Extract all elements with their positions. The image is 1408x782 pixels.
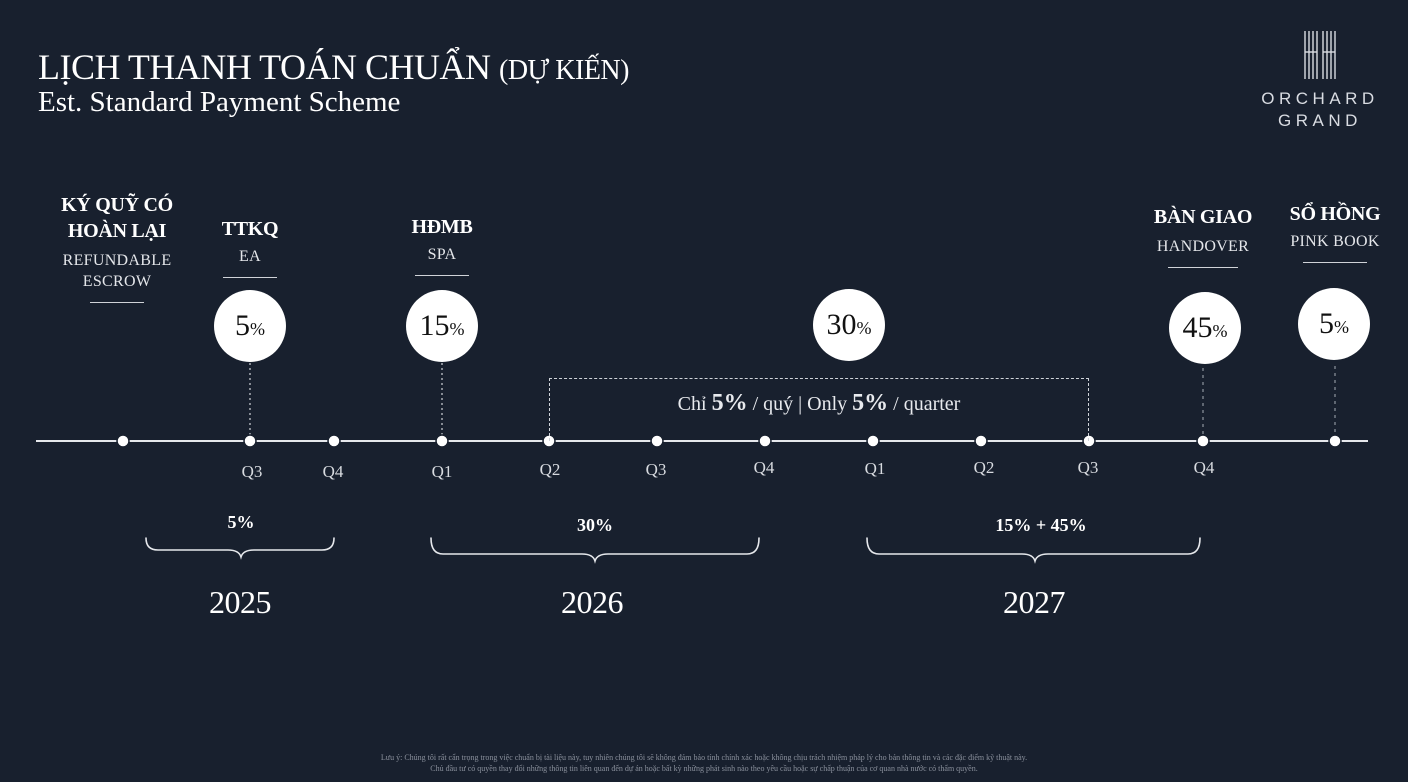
tick-label: Q3 — [645, 460, 667, 479]
escrow-sub-2: ESCROW — [82, 273, 152, 290]
year-2027-amount: 15% + 45% — [995, 515, 1087, 535]
quarter-note: Chỉ 5% / quý | Only 5% / quarter — [549, 390, 1089, 417]
escrow-title-1: KÝ QUỸ CÓ — [61, 194, 173, 216]
pinkbook-percent-circle: 5% — [1298, 288, 1370, 360]
pinkbook-unit: % — [1334, 316, 1349, 337]
handover-sub: HANDOVER — [1156, 238, 1250, 255]
timeline-point-2026-q3 — [650, 434, 664, 448]
milestone-spa: HĐMB SPA — [357, 214, 527, 276]
tick-label: Q2 — [539, 460, 561, 479]
spa-percent-circle: 15% — [406, 290, 478, 362]
tick-label: Q4 — [753, 458, 775, 477]
quarter-note-pct-2: 5% — [852, 390, 889, 416]
spa-title: HĐMB — [411, 216, 473, 238]
quarter-note-pct-1: 5% — [711, 390, 748, 416]
escrow-sub-1: REFUNDABLE — [62, 252, 172, 269]
tick-label: Q3 — [241, 462, 263, 481]
spa-rule — [415, 275, 469, 276]
footnote-line-1: Lưu ý: Chúng tôi rất cẩn trọng trong việ… — [380, 753, 1028, 762]
timeline-point-escrow — [116, 434, 130, 448]
timeline-point-2027-q1 — [866, 434, 880, 448]
handover-percent-circle: 45% — [1169, 292, 1241, 364]
timeline-point-2025-q4 — [327, 434, 341, 448]
timeline-point-2026-q1 — [435, 434, 449, 448]
tick-label: Q1 — [431, 462, 453, 481]
milestone-escrow: KÝ QUỸ CÓ HOÀN LẠI REFUNDABLE ESCROW — [32, 192, 202, 303]
timeline-point-pinkbook — [1328, 434, 1342, 448]
handover-unit: % — [1212, 320, 1228, 341]
title-vi-main: LỊCH THANH TOÁN CHUẨN — [38, 47, 491, 87]
handover-value: 45 — [1182, 311, 1213, 344]
tick-label: Q2 — [973, 458, 995, 477]
year-2027: 2027 — [1003, 584, 1066, 620]
milestone-pinkbook: SỔ HỒNG PINK BOOK — [1250, 201, 1408, 263]
ea-unit: % — [250, 318, 265, 339]
ea-percent-circle: 5% — [214, 290, 286, 362]
installments-percent-circle: 30% — [813, 289, 885, 361]
timeline-point-2027-q3 — [1082, 434, 1096, 448]
installments-value: 30 — [826, 308, 857, 341]
page-title: LỊCH THANH TOÁN CHUẨN (DỰ KIẾN) — [38, 46, 629, 88]
spa-sub: SPA — [427, 246, 457, 263]
timeline-point-2025-q3 — [243, 434, 257, 448]
year-2025: 2025 — [209, 584, 272, 620]
logo-line-1: ORCHARD — [1261, 89, 1379, 108]
installment-period-box — [549, 378, 1089, 441]
milestone-handover: BÀN GIAO HANDOVER — [1118, 204, 1288, 268]
tick-label: Q4 — [1193, 458, 1215, 477]
ea-value: 5 — [235, 309, 250, 342]
orchard-grand-logo-icon — [1304, 31, 1336, 79]
escrow-rule — [90, 302, 144, 303]
ea-sub: EA — [239, 248, 261, 265]
handover-rule — [1168, 267, 1238, 268]
brand-logo: ORCHARD GRAND — [1260, 30, 1380, 132]
year-2026: 2026 — [561, 584, 624, 620]
brace-2027 — [866, 537, 1201, 564]
title-vi-sub: (DỰ KIẾN) — [499, 55, 629, 86]
pinkbook-value: 5 — [1319, 307, 1334, 340]
escrow-title-2: HOÀN LẠI — [67, 220, 167, 242]
spa-unit: % — [449, 318, 465, 339]
quarter-note-suffix: / quarter — [888, 393, 961, 415]
timeline-point-2027-q4 — [1196, 434, 1210, 448]
pinkbook-title: SỔ HỒNG — [1289, 203, 1381, 225]
ea-rule — [223, 277, 277, 278]
spa-value: 15 — [419, 309, 450, 342]
handover-title: BÀN GIAO — [1153, 206, 1253, 228]
ea-title: TTKQ — [221, 218, 279, 240]
tick-label: Q3 — [1077, 458, 1099, 477]
pinkbook-rule — [1303, 262, 1367, 263]
tick-label: Q1 — [864, 459, 886, 478]
tick-label: Q4 — [322, 462, 344, 481]
quarter-note-middle: / quý | Only — [747, 393, 853, 415]
year-2026-amount: 30% — [577, 515, 613, 535]
page-subtitle: Est. Standard Payment Scheme — [38, 86, 401, 118]
logo-line-2: GRAND — [1278, 111, 1362, 130]
year-2025-amount: 5% — [227, 512, 255, 532]
footnote-line-2: Chủ đầu tư có quyền thay đổi những thông… — [430, 764, 978, 773]
pinkbook-sub: PINK BOOK — [1290, 233, 1380, 250]
timeline-point-2027-q2 — [974, 434, 988, 448]
installments-unit: % — [856, 317, 872, 338]
brace-2025 — [145, 537, 335, 560]
timeline-point-2026-q4 — [758, 434, 772, 448]
quarter-note-prefix: Chỉ — [677, 393, 712, 415]
brace-2026 — [430, 537, 760, 564]
milestone-ea: TTKQ EA — [165, 216, 335, 278]
